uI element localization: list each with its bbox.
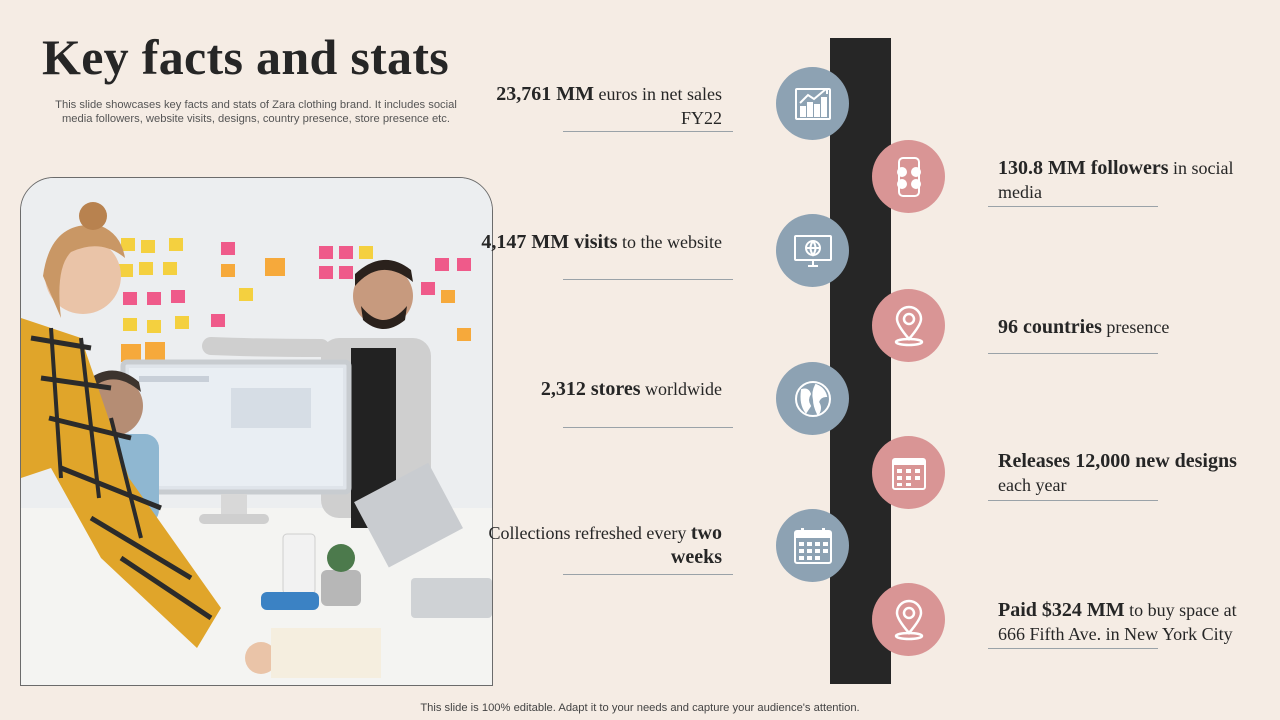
meeting-photo [20,177,493,686]
table-items [261,462,492,678]
fact-divider [563,131,733,132]
location-pin-icon [872,583,945,656]
page-title: Key facts and stats [42,29,450,85]
social-phone-icon [872,140,945,213]
fact-stores: 2,312 stores worldwide [540,378,722,400]
fact-divider [563,427,733,428]
page-subtitle: This slide showcases key facts and stats… [55,99,457,125]
fact-divider [988,648,1158,649]
globe-icon [776,362,849,435]
fact-social-followers: 130.8 MM followers in social media [998,157,1234,202]
fact-fifth-avenue: Paid $324 MM to buy space at 666 Fifth A… [998,599,1237,644]
fact-new-designs: Releases 12,000 new designs each year [998,450,1237,495]
footer-note: This slide is 100% editable. Adapt it to… [420,702,860,714]
timeline-bar [830,38,891,684]
fact-divider [988,353,1158,354]
fact-website-visits: 4,147 MM visits to the website [481,231,722,253]
calendar-grid-icon [776,509,849,582]
growth-chart-icon [776,67,849,140]
fact-divider [988,206,1158,207]
sticky-notes [119,238,471,362]
woman-figure [21,202,277,674]
monitor-figure [120,359,352,524]
web-monitor-icon [776,214,849,287]
fact-countries: 96 countries presence [998,316,1170,338]
meeting-photo-illustration [21,178,492,685]
fact-collections: Collections refreshed every two weeks [488,522,722,568]
fact-net-sales: 23,761 MM euros in net sales FY22 [496,83,722,128]
fact-divider [988,500,1158,501]
fact-divider [563,279,733,280]
calendar-icon [872,436,945,509]
fact-divider [563,574,733,575]
location-pin-icon [872,289,945,362]
